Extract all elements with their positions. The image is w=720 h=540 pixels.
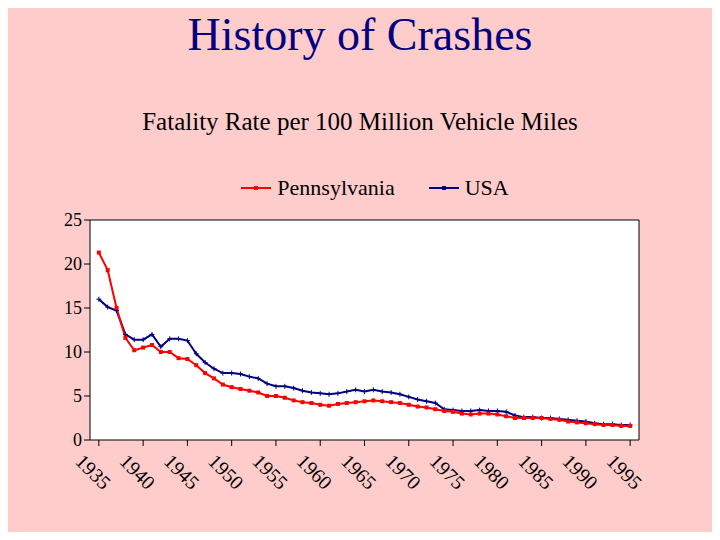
svg-text:15: 15: [64, 298, 82, 318]
html-text:Pennsylvania: Pennsylvania: [277, 175, 395, 200]
svg-text:0: 0: [73, 430, 82, 450]
svg-text:1995: 1995: [603, 450, 647, 494]
html-text:USA: USA: [464, 175, 509, 200]
html-text:Fatality Rate per 100 Million: Fatality Rate per 100 Million Vehicle Mi…: [142, 108, 578, 135]
svg-text:1960: 1960: [293, 450, 337, 494]
svg-text:1935: 1935: [71, 450, 115, 494]
svg-text:5: 5: [73, 386, 82, 406]
svg-text:1985: 1985: [514, 450, 558, 494]
html-text:History of Crashes: History of Crashes: [187, 9, 533, 60]
svg-text:1970: 1970: [381, 450, 425, 494]
svg-text:1990: 1990: [558, 450, 602, 494]
svg-text:1965: 1965: [337, 450, 381, 494]
svg-text:10: 10: [64, 342, 82, 362]
svg-text:1980: 1980: [470, 450, 514, 494]
svg-text:20: 20: [64, 254, 82, 274]
svg-text:1955: 1955: [249, 450, 293, 494]
svg-text:1945: 1945: [160, 450, 204, 494]
svg-text:1940: 1940: [116, 450, 160, 494]
svg-text:1975: 1975: [426, 450, 470, 494]
svg-text:25: 25: [64, 210, 82, 230]
svg-text:1950: 1950: [204, 450, 248, 494]
